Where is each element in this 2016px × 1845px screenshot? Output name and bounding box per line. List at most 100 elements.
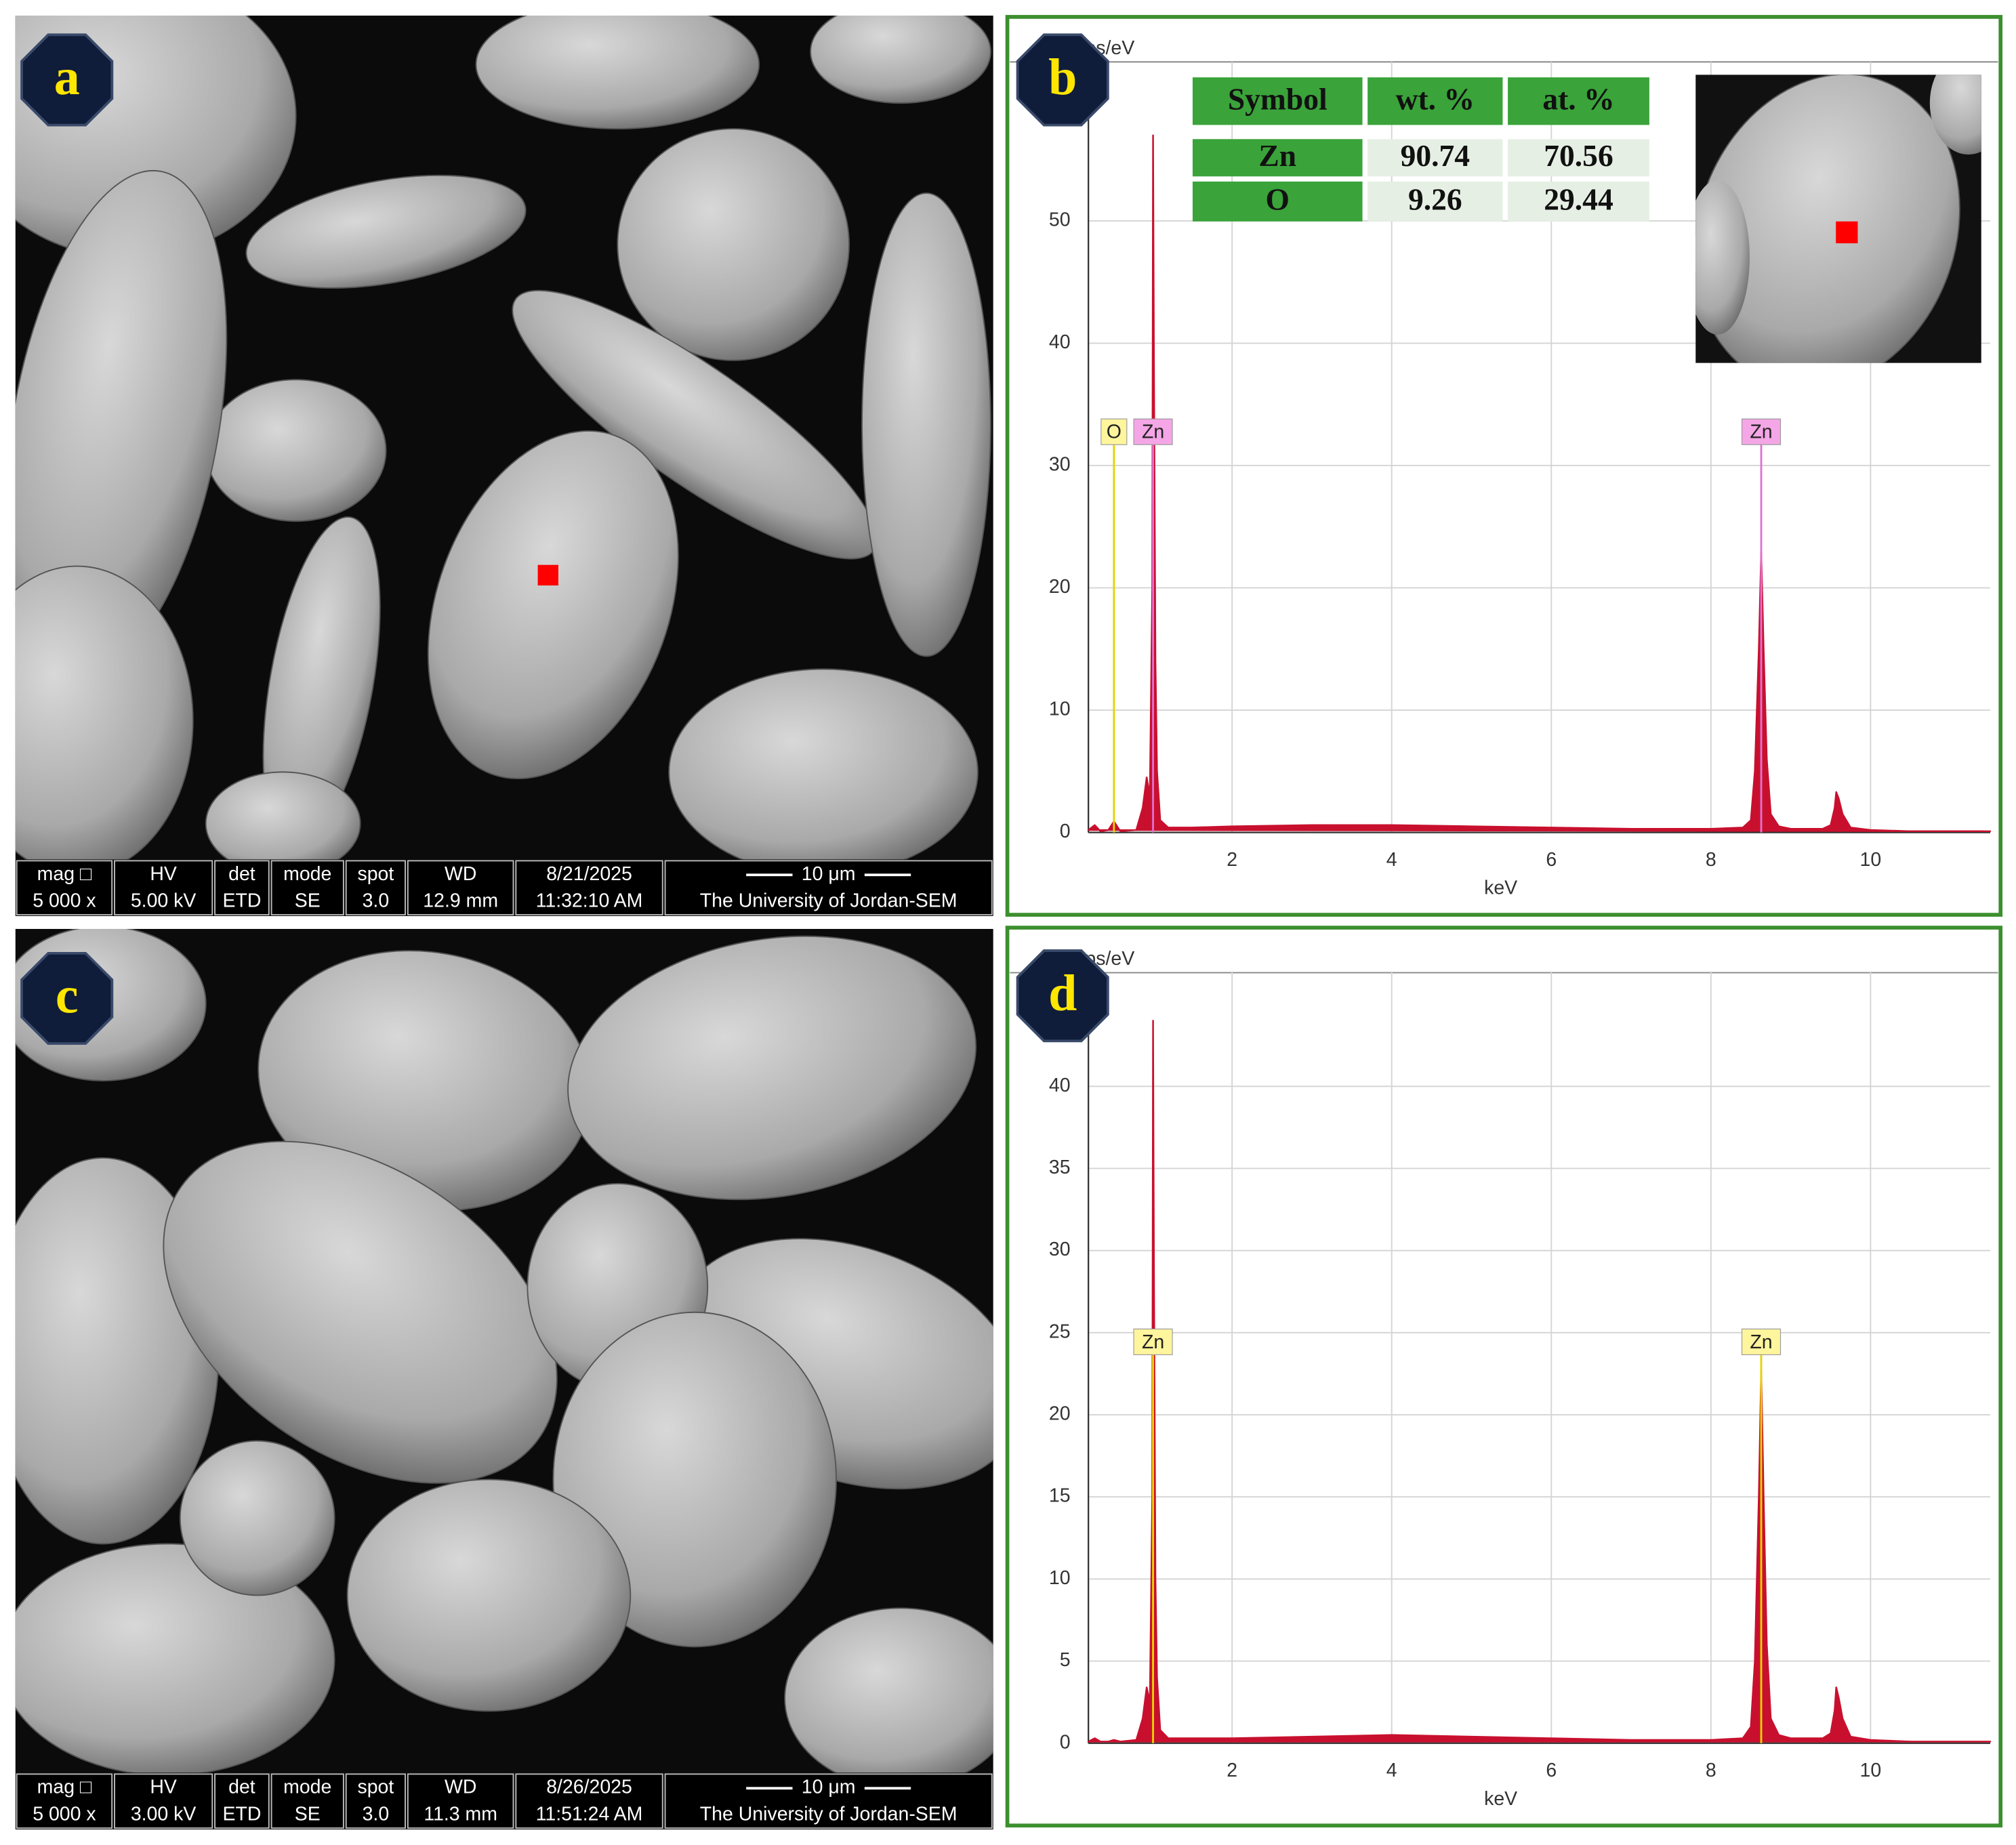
- peak-label-bg: [1741, 418, 1782, 445]
- table-cell: [1367, 139, 1503, 177]
- particle: [179, 1440, 335, 1596]
- y-tick-label: 10: [1049, 1567, 1071, 1589]
- particle: [163, 1140, 558, 1484]
- info-header: WD: [445, 863, 476, 885]
- y-tick-label: 0: [1060, 821, 1071, 842]
- info-header: mode: [283, 1777, 331, 1798]
- panel-badge: [1016, 949, 1109, 1043]
- info-value: 3.00 kV: [131, 1804, 197, 1825]
- table-cell: [1192, 181, 1363, 222]
- x-axis-title: keV: [1484, 1788, 1517, 1810]
- panel-badge: [20, 951, 114, 1045]
- peak-label: Zn: [1142, 1331, 1164, 1353]
- table-header-cell: [1367, 77, 1503, 125]
- peak-label: O: [1107, 421, 1122, 443]
- panel-label: d: [1048, 965, 1077, 1022]
- table-header: wt. %: [1396, 82, 1475, 117]
- particle: [784, 1607, 993, 1773]
- table-value: 90.74: [1401, 138, 1470, 173]
- y-tick-label: 0: [1060, 1731, 1071, 1753]
- info-header: spot: [357, 1777, 394, 1798]
- analysis-spot: [1836, 221, 1858, 244]
- table-cell: [1508, 139, 1649, 177]
- x-tick-label: 2: [1227, 1760, 1237, 1781]
- info-header: WD: [445, 1777, 476, 1798]
- panel-badge: [1016, 33, 1109, 127]
- table-value: 9.26: [1408, 182, 1462, 217]
- info-header: 10 μm: [802, 1777, 856, 1798]
- info-value: ETD: [222, 890, 261, 912]
- y-tick-label: 15: [1049, 1485, 1071, 1507]
- y-tick-label: 10: [1049, 699, 1071, 720]
- y-tick-label: 20: [1049, 1403, 1071, 1425]
- info-cell: [345, 1773, 406, 1829]
- panel-label: b: [1048, 49, 1077, 106]
- panel-frame: [1005, 926, 2003, 1828]
- info-header: mode: [283, 863, 331, 885]
- particle: [861, 192, 991, 657]
- info-cell: [664, 1773, 993, 1829]
- info-value: SE: [295, 890, 321, 912]
- particle: [1695, 180, 1750, 335]
- y-tick-label: 30: [1049, 454, 1071, 476]
- particle: [1929, 75, 1981, 155]
- info-header: spot: [357, 863, 394, 885]
- peak-label-bg: [1100, 418, 1128, 445]
- spectrum: [1087, 1020, 1992, 1743]
- info-header: HV: [150, 1777, 177, 1798]
- info-header: 8/21/2025: [546, 863, 632, 885]
- particle: [668, 668, 979, 860]
- info-header: mag □: [37, 863, 92, 885]
- y-tick-label: 25: [1049, 1321, 1071, 1342]
- particle: [205, 771, 361, 860]
- particles: [15, 16, 991, 860]
- info-header: 8/26/2025: [546, 1777, 632, 1798]
- y-tick-label: 30: [1049, 1239, 1071, 1260]
- y-tick-label: 50: [1049, 209, 1071, 231]
- info-value: 5.00 kV: [131, 890, 197, 912]
- inset-particles: [1695, 75, 1981, 363]
- info-cell: [16, 860, 113, 916]
- info-cell: [114, 860, 213, 916]
- y-tick-label: 35: [1049, 1157, 1071, 1178]
- x-tick-label: 10: [1860, 849, 1882, 871]
- info-header: det: [228, 863, 255, 885]
- table-value: Zn: [1258, 138, 1296, 173]
- info-value: 11:32:10 AM: [536, 890, 643, 912]
- particle: [617, 128, 850, 361]
- y-tick-label: 40: [1049, 1075, 1071, 1096]
- info-value: 3.0: [363, 1804, 390, 1825]
- info-value: The University of Jordan-SEM: [700, 1804, 958, 1825]
- info-cell: [16, 1773, 113, 1829]
- x-axis-title: keV: [1484, 877, 1517, 899]
- info-cell: [515, 1773, 663, 1829]
- info-cell: [114, 1773, 213, 1829]
- particle: [15, 1543, 335, 1773]
- particles: [15, 928, 993, 1773]
- info-cell: [515, 860, 663, 916]
- info-value: 11:51:24 AM: [536, 1804, 643, 1825]
- x-tick-label: 2: [1227, 849, 1237, 871]
- table-cell: [1192, 139, 1363, 177]
- x-tick-label: 4: [1386, 849, 1397, 871]
- x-tick-label: 10: [1860, 1760, 1882, 1781]
- info-cell: [270, 860, 344, 916]
- info-value: ETD: [222, 1804, 261, 1825]
- info-value: SE: [295, 1804, 321, 1825]
- table-header: Symbol: [1228, 82, 1328, 117]
- particle: [567, 935, 977, 1201]
- panel-label: a: [54, 49, 80, 106]
- table-header-cell: [1192, 77, 1363, 125]
- info-header: HV: [150, 863, 177, 885]
- info-header: mag □: [37, 1777, 92, 1798]
- analysis-spot: [537, 564, 558, 586]
- table-value: 70.56: [1544, 138, 1613, 173]
- peak-label-bg: [1741, 1328, 1782, 1355]
- info-value: 11.3 mm: [424, 1804, 497, 1825]
- y-tick-label: 5: [1060, 1649, 1071, 1671]
- info-cell: [214, 1773, 270, 1829]
- info-cell: [345, 860, 406, 916]
- peak-label-bg: [1133, 418, 1173, 445]
- info-value: 5 000 x: [33, 1804, 96, 1825]
